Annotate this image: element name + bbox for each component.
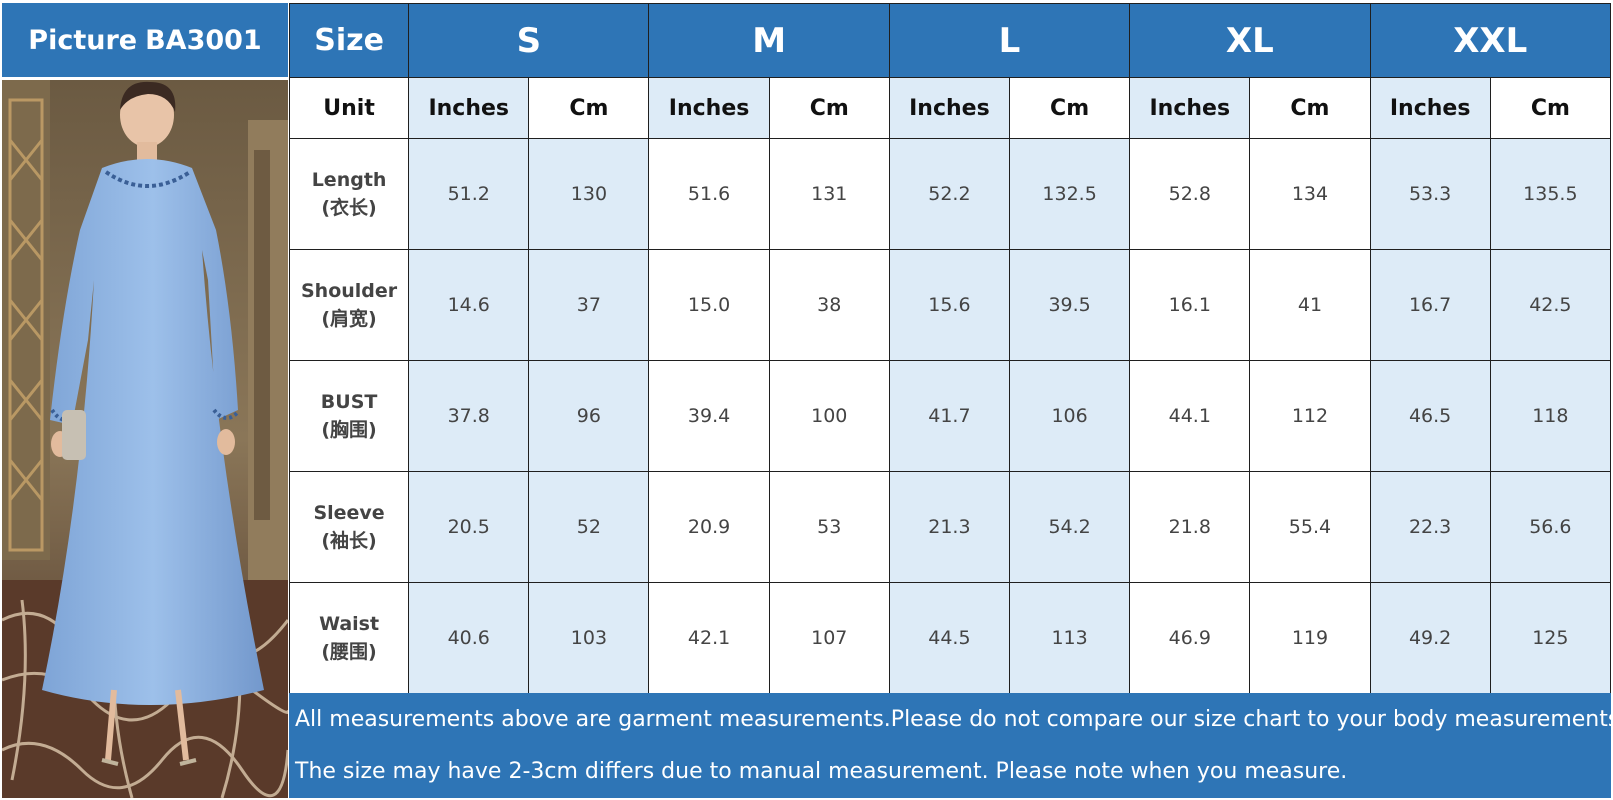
size-l: L xyxy=(888,3,1131,78)
product-photo xyxy=(2,80,288,798)
value-cell: 56.6 xyxy=(1489,471,1612,583)
value-cell: 118 xyxy=(1489,360,1612,472)
value-cell: 44.5 xyxy=(888,582,1011,694)
size-xl: XL xyxy=(1129,3,1371,78)
value-cell: 52.8 xyxy=(1129,138,1251,250)
value-cell: 119 xyxy=(1249,582,1371,694)
unit-label: Unit xyxy=(288,77,410,139)
table-row: Waist (腰围) 40.6 103 42.1 107 44.5 113 46… xyxy=(288,582,1612,694)
value-cell: 54.2 xyxy=(1008,471,1131,583)
value-cell: 41.7 xyxy=(888,360,1011,472)
value-cell: 22.3 xyxy=(1369,471,1491,583)
value-cell: 37 xyxy=(528,249,650,361)
unit-header: Cm xyxy=(768,77,890,139)
value-cell: 100 xyxy=(768,360,890,472)
row-label: Shoulder (肩宽) xyxy=(288,249,410,361)
value-cell: 103 xyxy=(528,582,650,694)
row-label-en: Sleeve xyxy=(313,501,385,524)
value-cell: 46.9 xyxy=(1129,582,1251,694)
unit-header: Inches xyxy=(408,77,530,139)
size-header-row: Size S M L XL XXL xyxy=(288,3,1612,78)
unit-header: Inches xyxy=(648,77,770,139)
value-cell: 132.5 xyxy=(1008,138,1131,250)
note-measurement-tolerance: The size may have 2-3cm differs due to m… xyxy=(295,759,1348,784)
value-cell: 42.5 xyxy=(1489,249,1612,361)
table-row: Sleeve (袖长) 20.5 52 20.9 53 21.3 54.2 21… xyxy=(288,471,1612,583)
size-s: S xyxy=(408,3,650,78)
value-cell: 39.4 xyxy=(648,360,770,472)
value-cell: 134 xyxy=(1249,138,1371,250)
row-label-cn: (腰围) xyxy=(321,641,377,663)
value-cell: 96 xyxy=(528,360,650,472)
value-cell: 39.5 xyxy=(1008,249,1131,361)
value-cell: 40.6 xyxy=(408,582,530,694)
measurement-notes: All measurements above are garment measu… xyxy=(289,693,1613,798)
value-cell: 52 xyxy=(528,471,650,583)
picture-header: Picture BA3001 xyxy=(2,3,288,77)
size-xxl: XXL xyxy=(1369,3,1612,78)
value-cell: 113 xyxy=(1008,582,1131,694)
value-cell: 130 xyxy=(528,138,650,250)
row-label-en: Waist xyxy=(319,612,380,635)
measurement-table: Size S M L XL XXL Unit Inches Cm Inches … xyxy=(288,3,1612,694)
value-cell: 21.3 xyxy=(888,471,1011,583)
unit-header: Cm xyxy=(528,77,650,139)
row-label-cn: (衣长) xyxy=(321,197,377,219)
value-cell: 135.5 xyxy=(1489,138,1612,250)
row-label-cn: (袖长) xyxy=(321,530,377,552)
value-cell: 52.2 xyxy=(888,138,1011,250)
row-label-en: Length xyxy=(311,168,387,191)
size-m: M xyxy=(648,3,890,78)
value-cell: 131 xyxy=(768,138,890,250)
table-row: Length (衣长) 51.2 130 51.6 131 52.2 132.5… xyxy=(288,138,1612,250)
unit-header: Inches xyxy=(1369,77,1491,139)
unit-header: Cm xyxy=(1489,77,1612,139)
row-label: BUST (胸围) xyxy=(288,360,410,472)
unit-header: Inches xyxy=(1129,77,1251,139)
value-cell: 53 xyxy=(768,471,890,583)
value-cell: 112 xyxy=(1249,360,1371,472)
value-cell: 125 xyxy=(1489,582,1612,694)
picture-label: Picture xyxy=(28,24,138,56)
value-cell: 42.1 xyxy=(648,582,770,694)
value-cell: 41 xyxy=(1249,249,1371,361)
row-label-en: Shoulder xyxy=(300,279,398,302)
row-label-cn: (胸围) xyxy=(321,419,377,441)
model-number: BA3001 xyxy=(145,24,262,56)
value-cell: 49.2 xyxy=(1369,582,1491,694)
value-cell: 16.1 xyxy=(1129,249,1251,361)
table-row: BUST (胸围) 37.8 96 39.4 100 41.7 106 44.1… xyxy=(288,360,1612,472)
value-cell: 107 xyxy=(768,582,890,694)
value-cell: 21.8 xyxy=(1129,471,1251,583)
value-cell: 20.5 xyxy=(408,471,530,583)
unit-header: Inches xyxy=(888,77,1011,139)
value-cell: 53.3 xyxy=(1369,138,1491,250)
table-row: Shoulder (肩宽) 14.6 37 15.0 38 15.6 39.5 … xyxy=(288,249,1612,361)
unit-row: Unit Inches Cm Inches Cm Inches Cm Inche… xyxy=(288,77,1612,139)
value-cell: 44.1 xyxy=(1129,360,1251,472)
value-cell: 51.6 xyxy=(648,138,770,250)
value-cell: 15.0 xyxy=(648,249,770,361)
unit-header: Cm xyxy=(1249,77,1371,139)
row-label: Sleeve (袖长) xyxy=(288,471,410,583)
value-cell: 16.7 xyxy=(1369,249,1491,361)
value-cell: 20.9 xyxy=(648,471,770,583)
row-label: Waist (腰围) xyxy=(288,582,410,694)
value-cell: 106 xyxy=(1008,360,1131,472)
value-cell: 37.8 xyxy=(408,360,530,472)
note-garment-measurements: All measurements above are garment measu… xyxy=(295,707,1613,732)
value-cell: 15.6 xyxy=(888,249,1011,361)
model-dress-illustration xyxy=(2,80,288,798)
size-label: Size xyxy=(288,3,410,78)
value-cell: 38 xyxy=(768,249,890,361)
value-cell: 55.4 xyxy=(1249,471,1371,583)
value-cell: 51.2 xyxy=(408,138,530,250)
value-cell: 14.6 xyxy=(408,249,530,361)
row-label: Length (衣长) xyxy=(288,138,410,250)
unit-header: Cm xyxy=(1008,77,1131,139)
row-label-cn: (肩宽) xyxy=(321,308,377,330)
value-cell: 46.5 xyxy=(1369,360,1491,472)
row-label-en: BUST xyxy=(320,390,378,413)
